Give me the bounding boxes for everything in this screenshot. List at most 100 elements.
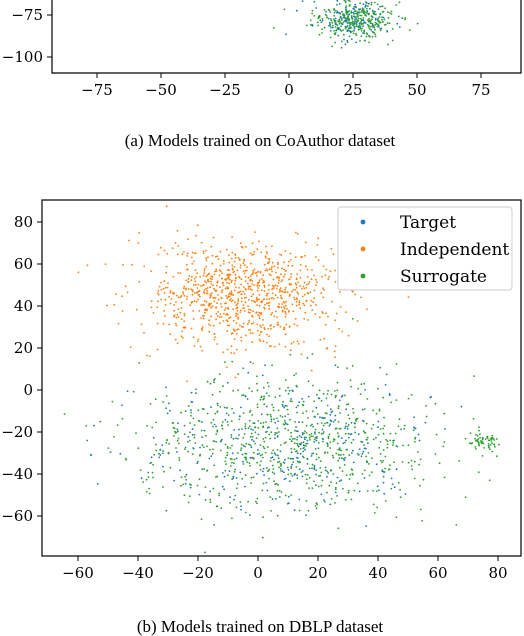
scatter-point-surrogate [474, 448, 477, 450]
scatter-point-independent [200, 241, 203, 244]
scatter-point-independent [311, 309, 314, 311]
scatter-point-surrogate [372, 489, 374, 492]
scatter-point-independent [258, 298, 260, 301]
scatter-point-independent [240, 325, 243, 328]
scatter-point-surrogate [303, 447, 305, 449]
scatter-point-surrogate [250, 482, 253, 484]
scatter-point-surrogate [321, 28, 323, 31]
scatter-point-independent [186, 255, 189, 257]
scatter-point-target [345, 19, 348, 22]
scatter-point-independent [304, 241, 307, 244]
scatter-point-surrogate [348, 454, 351, 457]
scatter-point-target [277, 420, 279, 422]
scatter-point-target [266, 467, 268, 469]
scatter-point-independent [275, 310, 277, 313]
scatter-point-target [259, 454, 262, 457]
scatter-point-independent [288, 309, 290, 312]
scatter-point-independent [283, 306, 285, 308]
scatter-point-target [386, 30, 388, 32]
scatter-point-surrogate [349, 473, 352, 476]
scatter-point-surrogate [403, 428, 406, 430]
scatter-point-surrogate [336, 442, 339, 445]
scatter-point-target [177, 430, 179, 433]
scatter-point-surrogate [378, 410, 381, 412]
scatter-point-target [304, 438, 306, 441]
scatter-point-surrogate [342, 453, 345, 456]
scatter-point-target [306, 463, 309, 465]
scatter-point-independent [237, 257, 240, 259]
scatter-point-surrogate [266, 446, 269, 448]
scatter-point-surrogate [256, 502, 258, 505]
scatter-point-surrogate [334, 41, 336, 44]
scatter-point-surrogate [300, 442, 303, 444]
scatter-point-target [328, 424, 331, 427]
scatter-point-independent [168, 323, 170, 326]
scatter-point-target [297, 430, 299, 433]
scatter-point-surrogate [329, 441, 332, 444]
scatter-point-target [362, 19, 365, 22]
scatter-point-target [324, 469, 327, 472]
scatter-point-target [230, 434, 233, 436]
scatter-point-surrogate [377, 433, 380, 436]
scatter-point-surrogate [342, 29, 344, 32]
scatter-point-surrogate [374, 35, 377, 38]
scatter-point-target [301, 475, 304, 478]
scatter-point-target [223, 475, 226, 478]
scatter-point-surrogate [479, 433, 481, 436]
scatter-point-surrogate [270, 420, 273, 423]
scatter-point-target [379, 366, 382, 369]
scatter-point-target [234, 468, 237, 471]
scatter-point-surrogate [291, 389, 294, 392]
scatter-point-surrogate [363, 382, 365, 385]
scatter-point-target [305, 514, 307, 516]
scatter-point-independent [195, 276, 198, 278]
scatter-point-surrogate [388, 468, 391, 471]
scatter-point-target [244, 427, 247, 430]
scatter-point-independent [284, 286, 287, 289]
scatter-point-surrogate [369, 7, 371, 10]
scatter-point-surrogate [387, 11, 389, 14]
scatter-point-surrogate [474, 437, 476, 440]
scatter-point-independent [303, 304, 306, 307]
scatter-point-independent [300, 288, 303, 290]
scatter-point-surrogate [276, 490, 279, 492]
scatter-point-surrogate [365, 12, 368, 14]
scatter-point-surrogate [332, 473, 335, 475]
scatter-point-independent [239, 311, 242, 313]
scatter-point-surrogate [361, 7, 364, 10]
scatter-point-surrogate [262, 386, 265, 389]
scatter-point-surrogate [249, 444, 252, 447]
scatter-point-independent [166, 286, 169, 289]
scatter-point-surrogate [222, 385, 224, 388]
scatter-point-surrogate [263, 397, 265, 400]
scatter-point-target [198, 493, 201, 496]
scatter-point-target [345, 6, 347, 9]
scatter-point-target [147, 471, 150, 474]
scatter-point-target [350, 433, 353, 435]
scatter-point-surrogate [381, 469, 384, 471]
scatter-point-surrogate [245, 457, 247, 460]
scatter-point-surrogate [359, 17, 362, 20]
scatter-point-surrogate [167, 452, 170, 455]
scatter-point-independent [258, 334, 261, 336]
scatter-point-target [363, 21, 366, 23]
scatter-point-independent [242, 304, 245, 306]
scatter-point-surrogate [310, 435, 313, 438]
scatter-point-independent [250, 295, 253, 298]
scatter-point-independent [309, 304, 312, 307]
scatter-point-surrogate [418, 463, 420, 466]
scatter-point-surrogate [159, 448, 162, 451]
scatter-point-surrogate [308, 477, 311, 479]
scatter-point-surrogate [372, 438, 375, 441]
scatter-point-independent [258, 338, 261, 341]
scatter-point-independent [169, 290, 172, 292]
scatter-point-independent [205, 259, 208, 262]
scatter-point-surrogate [135, 432, 137, 435]
scatter-point-independent [236, 309, 239, 312]
scatter-point-surrogate [293, 448, 296, 450]
scatter-point-surrogate [354, 10, 357, 12]
scatter-point-target [291, 463, 293, 466]
scatter-point-surrogate [364, 432, 367, 434]
scatter-point-target [268, 426, 270, 429]
scatter-point-target [96, 482, 99, 485]
